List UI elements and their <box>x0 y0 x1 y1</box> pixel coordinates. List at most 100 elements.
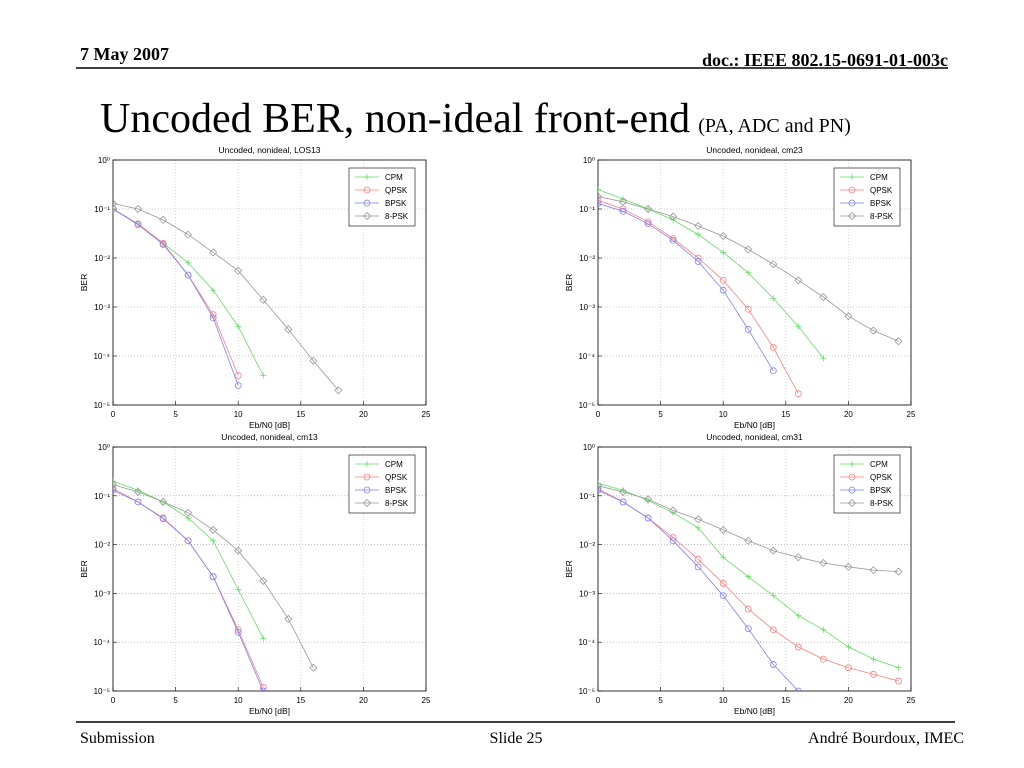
data-point <box>618 197 628 206</box>
data-point <box>334 386 343 395</box>
data-point <box>795 612 802 619</box>
series-line <box>598 203 774 372</box>
data-point <box>719 580 727 587</box>
x-tick-label: 20 <box>844 696 853 705</box>
data-point <box>719 592 727 600</box>
legend-marker <box>847 211 857 221</box>
data-point <box>644 218 652 226</box>
data-point <box>694 555 702 563</box>
data-point <box>259 295 268 304</box>
legend-marker <box>848 186 856 194</box>
series-line <box>113 489 264 691</box>
data-point <box>284 325 293 334</box>
footer-center: Slide 25 <box>490 730 543 747</box>
plot-frame <box>112 159 427 406</box>
data-point <box>184 508 193 517</box>
y-tick-label: 10⁻³ <box>579 303 595 312</box>
data-point <box>113 480 118 489</box>
data-point <box>744 605 752 613</box>
data-point <box>113 486 117 494</box>
data-point <box>210 287 217 294</box>
x-tick-label: 10 <box>719 696 728 705</box>
data-point <box>669 537 677 545</box>
data-point <box>694 258 702 265</box>
x-tick-label: 15 <box>781 410 790 419</box>
data-point <box>184 230 193 239</box>
legend-label: QPSK <box>870 186 893 195</box>
data-point <box>309 663 318 672</box>
data-point <box>669 212 678 221</box>
y-tick-label: 10⁻⁵ <box>579 687 595 696</box>
data-point <box>619 207 627 215</box>
footer-left: Submission <box>80 730 155 747</box>
data-point <box>895 664 902 671</box>
y-tick-label: 10⁻³ <box>579 589 595 598</box>
data-point <box>870 670 877 678</box>
data-point <box>234 382 242 389</box>
x-tick-label: 5 <box>658 696 663 705</box>
data-point <box>598 196 602 204</box>
data-point <box>235 323 242 330</box>
header-date: 7 May 2007 <box>80 44 169 64</box>
data-point <box>744 245 753 254</box>
title-sub: (PA, ADC and PN) <box>698 115 851 137</box>
y-tick-label: 10⁻⁵ <box>94 401 110 410</box>
data-point <box>598 480 601 487</box>
legend-label: CPM <box>870 460 888 469</box>
data-point <box>795 323 802 330</box>
data-point <box>694 221 703 231</box>
legend-marker <box>363 473 371 481</box>
data-point <box>598 192 603 201</box>
data-point <box>159 240 167 248</box>
data-point <box>644 220 652 228</box>
data-point <box>895 677 902 685</box>
series-line <box>598 196 899 342</box>
data-point <box>719 276 727 284</box>
data-point <box>644 514 652 522</box>
x-axis-label: Eb/N0 [dB] <box>249 420 290 430</box>
legend-label: QPSK <box>870 473 893 482</box>
x-tick-label: 15 <box>296 696 305 705</box>
data-point <box>620 195 627 202</box>
data-point <box>259 576 268 586</box>
data-point <box>770 295 777 302</box>
data-point <box>134 498 142 506</box>
data-point <box>184 271 192 279</box>
data-point <box>819 655 827 663</box>
data-point <box>869 566 878 575</box>
data-point <box>745 573 752 580</box>
data-point <box>719 232 728 241</box>
data-point <box>134 221 142 229</box>
y-axis-label: BER <box>564 274 574 291</box>
data-point <box>769 661 777 668</box>
slide-title: Uncoded BER, non-ideal front-end (PA, ADC… <box>100 96 851 142</box>
legend-label: CPM <box>870 173 888 182</box>
x-tick-label: 20 <box>844 410 853 419</box>
data-point <box>113 478 116 485</box>
chart-title: Uncoded, nonideal, cm31 <box>706 432 803 442</box>
data-point <box>720 554 727 561</box>
legend-label: 8-PSK <box>870 499 894 508</box>
series-line <box>113 484 314 668</box>
x-axis-label: Eb/N0 [dB] <box>249 706 290 716</box>
data-point <box>794 276 803 285</box>
data-point <box>133 204 143 214</box>
data-point <box>694 515 703 524</box>
series-group <box>598 480 903 691</box>
data-point <box>234 628 242 636</box>
y-tick-label: 10⁻¹ <box>94 492 110 501</box>
data-point <box>769 343 777 351</box>
legend-marker <box>363 486 371 494</box>
data-point <box>644 204 653 214</box>
data-point <box>744 625 752 632</box>
data-point <box>844 312 853 321</box>
data-point <box>284 614 293 623</box>
data-point <box>695 231 702 238</box>
x-tick-label: 5 <box>658 410 663 419</box>
data-point <box>209 573 217 581</box>
series-line <box>113 208 239 386</box>
x-tick-label: 0 <box>111 696 116 705</box>
y-tick-label: 10⁻¹ <box>579 492 595 501</box>
y-tick-label: 10⁻² <box>94 541 110 550</box>
y-tick-label: 10⁻⁴ <box>93 352 110 361</box>
